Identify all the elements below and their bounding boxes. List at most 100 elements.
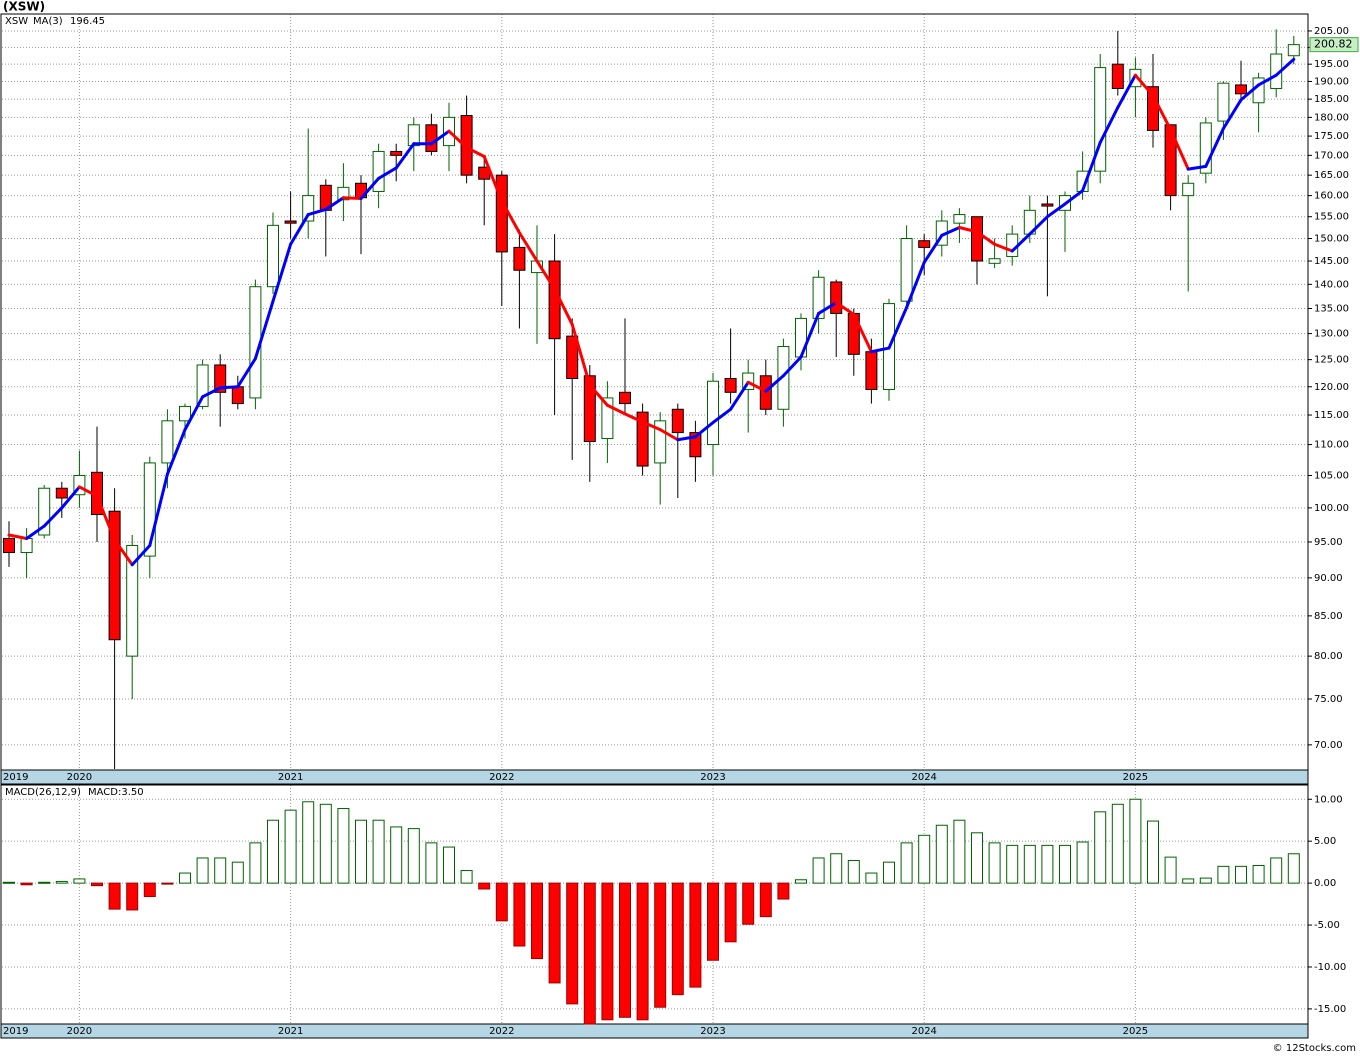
candle-body bbox=[108, 510, 121, 641]
macd-bar bbox=[337, 807, 350, 884]
y-tick-label: -10.00 bbox=[1314, 962, 1346, 973]
candle-body bbox=[1164, 124, 1177, 197]
y-tick-label: 75.00 bbox=[1314, 694, 1343, 705]
macd-bar bbox=[302, 801, 315, 884]
legend-value: MACD:3.50 bbox=[88, 787, 144, 798]
candle-body bbox=[636, 411, 649, 467]
macd-bar bbox=[1252, 865, 1265, 884]
ma-segment bbox=[517, 231, 539, 263]
candle-body bbox=[513, 246, 526, 271]
y-tick-label: -15.00 bbox=[1314, 1004, 1346, 1015]
candle-body bbox=[55, 487, 68, 499]
candle-body bbox=[390, 150, 403, 156]
candle-body bbox=[231, 386, 244, 405]
macd-bar bbox=[214, 857, 227, 884]
candle-body bbox=[566, 335, 579, 379]
ma-segment bbox=[113, 538, 134, 567]
macd-bar bbox=[1199, 877, 1212, 884]
macd-bar bbox=[1006, 844, 1019, 884]
ma-segment bbox=[236, 357, 257, 389]
y-tick-label: 85.00 bbox=[1314, 611, 1343, 622]
macd-bar bbox=[372, 819, 385, 884]
candle-body bbox=[971, 216, 983, 262]
y-tick-label: 80.00 bbox=[1314, 651, 1343, 662]
candle-body bbox=[1287, 44, 1300, 57]
price-tag bbox=[1309, 37, 1359, 53]
ma-segment bbox=[940, 226, 961, 237]
ma-segment bbox=[77, 485, 99, 498]
y-tick-label: 140.00 bbox=[1314, 279, 1349, 290]
candle-body bbox=[707, 380, 719, 446]
macd-bar bbox=[707, 882, 719, 961]
ma-segment bbox=[341, 196, 363, 201]
candle-body bbox=[1041, 203, 1054, 207]
macd-bar bbox=[795, 879, 807, 884]
macd-bar bbox=[1059, 844, 1071, 884]
x-tick-label: 2022 bbox=[489, 1026, 514, 1037]
ma-segment bbox=[1274, 57, 1296, 77]
panel-border bbox=[0, 13, 1309, 771]
y-tick-label: 185.00 bbox=[1314, 94, 1349, 105]
ma-segment bbox=[746, 380, 768, 393]
macd-bar bbox=[196, 857, 209, 884]
ma-segment bbox=[95, 494, 117, 542]
ma-segment bbox=[324, 196, 345, 211]
candle-body bbox=[196, 364, 209, 407]
candle-body bbox=[20, 537, 33, 554]
ma-segment bbox=[60, 485, 81, 510]
ma-segment bbox=[834, 301, 856, 316]
macd-bar bbox=[3, 881, 15, 884]
y-tick-label: 95.00 bbox=[1314, 537, 1343, 548]
macd-bar bbox=[460, 870, 473, 884]
macd-bar bbox=[319, 803, 332, 884]
candle-body bbox=[900, 237, 913, 302]
ma-segment bbox=[25, 524, 46, 540]
macd-bar bbox=[777, 882, 790, 900]
ma-segment bbox=[623, 412, 645, 424]
macd-bar bbox=[108, 882, 121, 910]
ma-segment bbox=[7, 533, 29, 540]
date-strip bbox=[0, 1023, 1309, 1039]
y-tick-label: 180.00 bbox=[1314, 112, 1349, 123]
x-tick-label: 2025 bbox=[1123, 1026, 1148, 1037]
x-tick-label: 2024 bbox=[911, 1026, 936, 1037]
macd-bar bbox=[1023, 844, 1036, 884]
ma-segment bbox=[905, 260, 926, 310]
x-tick-label: 2019 bbox=[3, 772, 28, 783]
macd-bar bbox=[478, 882, 491, 890]
ma-segment bbox=[1169, 128, 1190, 171]
macd-bar bbox=[812, 857, 825, 884]
y-tick-label: 125.00 bbox=[1314, 355, 1349, 366]
panel-border bbox=[0, 784, 1309, 1025]
ma-segment bbox=[465, 146, 486, 159]
macd-bar bbox=[689, 882, 702, 988]
candle-body bbox=[988, 258, 1001, 264]
ma-segment bbox=[218, 385, 240, 390]
macd-bar bbox=[953, 819, 966, 884]
ma-segment bbox=[1098, 105, 1120, 145]
macd-bar bbox=[161, 882, 174, 885]
macd-bar bbox=[1094, 811, 1107, 884]
macd-bar bbox=[91, 882, 103, 887]
y-tick-label: 145.00 bbox=[1314, 256, 1349, 267]
macd-bar bbox=[1147, 820, 1159, 884]
candle-body bbox=[214, 364, 227, 393]
macd-bar bbox=[548, 882, 561, 984]
ma-segment bbox=[253, 299, 275, 361]
y-tick-label: 0.00 bbox=[1314, 878, 1336, 889]
x-tick-label: 2021 bbox=[278, 1026, 303, 1037]
y-tick-label: 105.00 bbox=[1314, 470, 1349, 481]
ma-segment bbox=[165, 428, 187, 476]
y-tick-label: 155.00 bbox=[1314, 212, 1349, 223]
ma-segment bbox=[711, 407, 733, 425]
ma-segment bbox=[359, 176, 381, 201]
ma-segment bbox=[500, 199, 521, 235]
ma-segment bbox=[1081, 141, 1102, 193]
ma-segment bbox=[1151, 94, 1173, 132]
candle-body bbox=[1182, 182, 1195, 197]
macd-bar bbox=[513, 882, 526, 947]
x-tick-label: 2020 bbox=[67, 772, 92, 783]
y-tick-label: 135.00 bbox=[1314, 303, 1349, 314]
ma-segment bbox=[588, 383, 609, 407]
